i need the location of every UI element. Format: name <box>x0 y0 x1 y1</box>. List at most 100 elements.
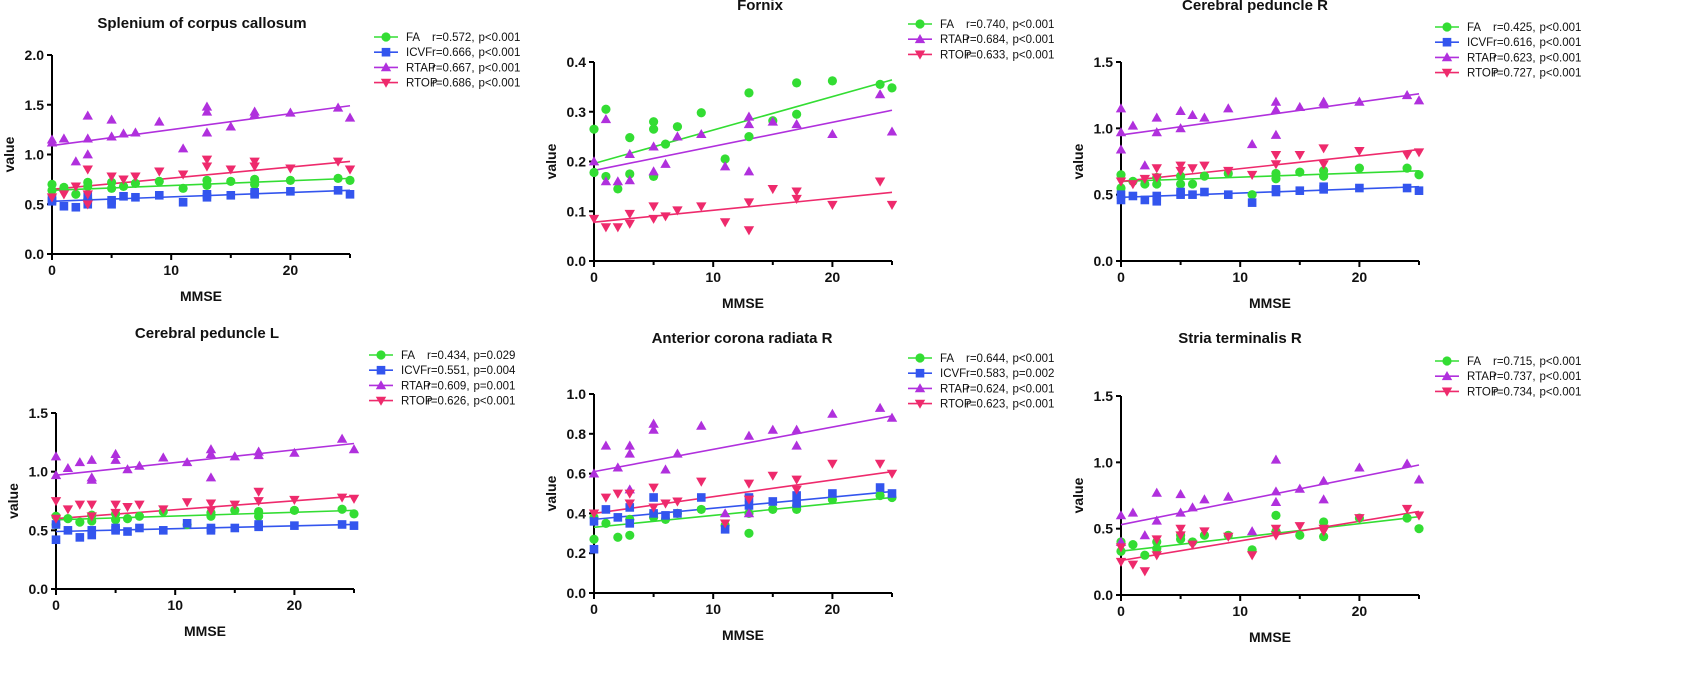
data-point-rtap <box>1223 491 1234 501</box>
data-point-icvf <box>51 520 61 529</box>
data-point-rtop <box>1354 146 1365 157</box>
fit-line-rtop <box>1120 148 1420 183</box>
data-point-rtop <box>70 182 82 192</box>
data-point-fa <box>1319 532 1329 542</box>
data-point-rtap <box>82 133 93 143</box>
data-point-rtop <box>86 512 97 522</box>
y-tick-label: 0.2 <box>567 154 587 170</box>
data-point-rtop <box>181 498 193 508</box>
legend-p-value: p<0.001 <box>474 396 516 408</box>
legend-series-name: ICVF <box>406 47 432 59</box>
data-point-rtop <box>1187 540 1198 550</box>
data-point-fa <box>1319 171 1329 181</box>
x-tick-label: 0 <box>52 597 60 613</box>
legend-r-value: r=0.727, <box>1493 68 1536 80</box>
chart-panel: Anterior corona radiata R 0.0 0.2 0.4 0.6 0.8… <box>543 330 1054 643</box>
data-point-rtap <box>1127 507 1139 517</box>
data-point-rtap <box>600 176 612 186</box>
data-point-rtap <box>106 131 117 141</box>
x-axis-label: MMSE <box>1249 629 1291 645</box>
legend-marker-rtop <box>914 399 926 409</box>
data-point-rtap <box>205 448 217 458</box>
data-point-icvf <box>625 519 635 528</box>
fit-line-rtap <box>1120 464 1420 526</box>
chart-panel: Splenium of corpus callosum 0.0 0.5 1.0 1.5 2… <box>1 15 520 304</box>
legend-p-value: p<0.001 <box>1013 353 1055 365</box>
data-point-rtap <box>600 440 612 450</box>
data-point-rtop <box>719 519 731 529</box>
fit-line-fa <box>1120 515 1420 553</box>
data-point-rtap <box>660 158 671 168</box>
data-point-rtop <box>660 499 671 509</box>
data-point-rtap <box>1175 105 1186 115</box>
legend-series-name: FA <box>1467 22 1481 34</box>
data-point-rtop <box>82 165 93 175</box>
data-point-rtap <box>1270 96 1282 106</box>
legend-r-value: r=0.434, <box>427 350 470 362</box>
data-point-rtap <box>672 448 683 458</box>
data-point-rtap <box>874 402 886 412</box>
data-point-rtop <box>177 170 189 180</box>
data-point-rtop <box>1270 531 1282 541</box>
data-point-rtap <box>110 454 121 464</box>
data-point-rtop <box>130 172 141 182</box>
y-tick-label: 1.5 <box>1094 54 1114 70</box>
data-point-fa <box>337 504 347 514</box>
data-point-fa <box>349 509 359 519</box>
legend-marker-rtop <box>914 50 926 60</box>
data-point-rtap <box>767 424 778 434</box>
data-point-rtop <box>82 190 93 200</box>
y-tick-label: 0.0 <box>29 581 49 597</box>
data-point-rtop <box>1413 148 1425 158</box>
data-point-rtop <box>1175 166 1186 176</box>
legend-label: RTOPr=0.626, p<0.001 <box>401 396 515 408</box>
data-point-icvf <box>1152 191 1162 201</box>
legend-marker-fa <box>1442 356 1452 366</box>
legend-p-value: p<0.001 <box>1013 34 1055 46</box>
data-point-rtop <box>253 497 264 507</box>
fit-line-fa <box>55 509 355 521</box>
data-point-rtop <box>743 226 755 236</box>
data-point-rtop <box>110 500 121 510</box>
data-point-rtap <box>1199 494 1210 504</box>
legend-r-value: r=0.624, <box>966 383 1009 395</box>
data-point-rtop <box>648 503 659 513</box>
data-point-icvf <box>1295 186 1305 195</box>
data-point-rtop <box>1354 514 1365 524</box>
fit-line-rtap <box>1120 93 1420 136</box>
data-point-rtop <box>332 157 344 167</box>
data-point-rtap <box>285 107 296 117</box>
legend-r-value: r=0.583, <box>966 368 1009 380</box>
data-point-fa <box>47 185 57 195</box>
data-point-icvf <box>649 509 658 518</box>
data-point-rtop <box>74 500 86 510</box>
legend-label: RTOPr=0.633, p<0.001 <box>940 49 1054 61</box>
data-point-rtap <box>791 118 802 129</box>
x-tick-label: 0 <box>1117 603 1125 619</box>
data-point-rtop <box>225 165 236 175</box>
data-point-fa <box>613 184 623 194</box>
data-point-fa <box>230 505 240 515</box>
data-point-fa <box>285 175 295 185</box>
data-point-rtap <box>624 148 635 158</box>
data-point-fa <box>134 511 145 521</box>
data-point-rtop <box>344 165 356 175</box>
data-point-rtop <box>285 164 296 174</box>
data-point-fa <box>59 182 69 192</box>
data-point-icvf <box>1355 183 1364 193</box>
legend-p-value: p<0.001 <box>1540 68 1582 80</box>
data-point-fa <box>792 109 802 119</box>
data-point-icvf <box>345 190 355 199</box>
data-point-icvf <box>337 520 347 529</box>
y-tick-label: 1.0 <box>29 464 49 480</box>
data-point-icvf <box>768 497 778 506</box>
data-point-rtap <box>332 102 344 112</box>
legend-label: ICVFr=0.583, p=0.002 <box>940 368 1054 380</box>
data-point-icvf <box>290 521 299 530</box>
legend-p-value: p<0.001 <box>1540 52 1582 64</box>
data-point-icvf <box>1319 182 1328 192</box>
data-point-fa <box>1354 163 1364 173</box>
legend-series-name: ICVF <box>940 368 966 380</box>
data-point-rtap <box>743 166 755 176</box>
data-point-rtap <box>1246 526 1258 536</box>
